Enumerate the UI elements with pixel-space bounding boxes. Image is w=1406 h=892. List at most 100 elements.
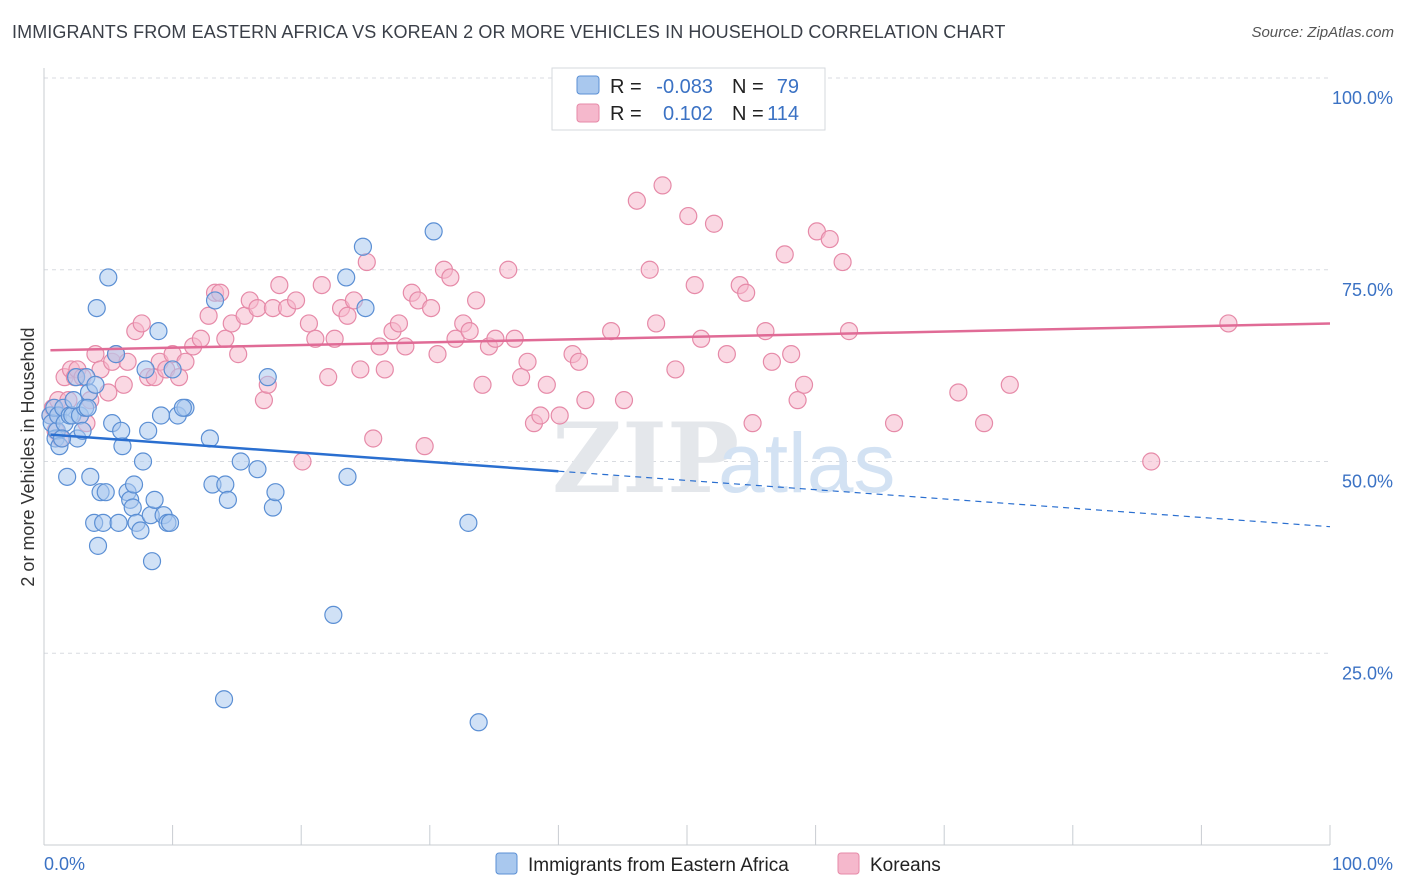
korean-point-99: [717, 345, 736, 364]
eastern-africa-point-34: [124, 475, 144, 494]
korean-point-94: [666, 360, 685, 379]
korean-point-101: [737, 283, 756, 302]
x-tick-labels: 0.0% 100.0%: [44, 854, 1393, 874]
eastern-africa-point-48: [163, 360, 182, 379]
legend-r-value-2: 0.102: [663, 103, 713, 125]
eastern-africa-point-71: [64, 391, 83, 410]
legend-box: R = -0.083 N = 79 R = 0.102 N = 114: [551, 67, 826, 131]
korean-point-59: [375, 360, 394, 379]
korean-point-48: [306, 329, 325, 348]
eastern-africa-point-59: [258, 368, 277, 387]
korean-point-87: [576, 391, 595, 410]
eastern-africa-point-60: [263, 498, 283, 517]
legend-n-value-1: 79: [777, 76, 799, 98]
korean-point-67: [428, 345, 447, 364]
source-label: Source: ZipAtlas.com: [1251, 24, 1394, 41]
korean-point-113: [884, 414, 904, 433]
korean-point-66: [421, 299, 441, 318]
korean-point-89: [614, 391, 634, 410]
korean-point-91: [640, 260, 659, 279]
korean-point-114: [949, 383, 968, 402]
x-tick-label-0: 0.0%: [44, 854, 85, 874]
eastern-africa-point-21: [87, 299, 106, 318]
korean-point-95: [679, 206, 698, 226]
korean-point-69: [441, 268, 460, 287]
watermark-atlas: atlas: [718, 416, 895, 510]
korean-point-53: [338, 306, 357, 325]
trend-lines: [50, 322, 1331, 528]
eastern-africa-point-33: [123, 498, 142, 517]
y-tick-label-3: 100.0%: [1332, 88, 1393, 108]
korean-point-97: [692, 329, 711, 348]
bottom-legend: Immigrants from Eastern Africa Koreans: [495, 852, 941, 876]
eastern-africa-point-57: [231, 452, 250, 471]
legend-r-value-1: -0.083: [656, 76, 713, 98]
korean-point-73: [466, 291, 486, 310]
korean-point-112: [839, 322, 859, 341]
legend-n-label-1: N =: [732, 76, 764, 98]
eastern-africa-point-25: [96, 483, 115, 502]
eastern-africa-point-26: [99, 268, 118, 287]
korean-point-46: [293, 452, 312, 471]
korean-point-92: [647, 314, 666, 333]
korean-point-74: [473, 375, 492, 394]
korean-point-40: [254, 391, 274, 410]
eastern-africa-point-58: [248, 460, 267, 479]
eastern-africa-point-55: [218, 490, 237, 509]
korean-point-78: [505, 329, 524, 348]
korean-point-36: [229, 345, 248, 364]
korean-point-83: [537, 375, 556, 394]
korean-point-80: [518, 352, 537, 371]
eastern-africa-point-70: [112, 421, 131, 440]
bottom-legend-swatch-pink: [837, 852, 860, 875]
y-tick-label-1: 50.0%: [1342, 472, 1393, 492]
korean-point-62: [396, 337, 415, 356]
chart-title: IMMIGRANTS FROM EASTERN AFRICA VS KOREAN…: [12, 22, 1006, 42]
korean-point-30: [191, 329, 210, 348]
eastern-africa-point-47: [160, 513, 180, 532]
korean-point-84: [550, 406, 569, 425]
watermark-zip: ZIP: [552, 402, 739, 515]
korean-point-117: [1142, 452, 1161, 471]
eastern-africa-point-67: [424, 222, 443, 241]
korean-point-49: [312, 275, 331, 295]
eastern-africa-point-73: [173, 398, 192, 417]
eastern-africa-point-39: [139, 421, 158, 440]
eastern-africa-point-29: [109, 513, 128, 532]
legend-n-value-2: 114: [767, 103, 799, 125]
legend-n-label-2: N =: [732, 103, 764, 125]
eastern-africa-point-19: [81, 467, 100, 486]
korean-point-96: [685, 275, 704, 295]
korean-point-57: [364, 429, 383, 448]
legend-swatch-pink: [576, 103, 600, 123]
korean-point-105: [775, 245, 794, 264]
korean-point-21: [132, 314, 151, 333]
korean-point-102: [743, 414, 762, 433]
axes: [43, 68, 1331, 846]
korean-point-79: [512, 368, 531, 387]
korean-point-93: [653, 176, 672, 195]
korean-point-111: [833, 252, 852, 272]
korean-point-61: [389, 314, 409, 333]
eastern-africa-point-42: [145, 490, 164, 509]
korean-point-115: [974, 414, 994, 433]
legend-r-label-2: R =: [610, 103, 642, 125]
eastern-africa-point-15: [73, 421, 92, 440]
eastern-africa-point-54: [216, 475, 235, 494]
korean-point-58: [370, 337, 389, 356]
korean-point-50: [319, 368, 338, 387]
watermark: ZIP atlas: [552, 402, 895, 515]
korean-point-39: [248, 299, 267, 318]
korean-point-98: [704, 214, 724, 233]
koreans-points: [41, 176, 1238, 471]
eastern-africa-point-22: [88, 536, 108, 555]
eastern-africa-point-38: [136, 360, 155, 379]
legend-r-label-1: R =: [610, 76, 642, 98]
eastern-africa-point-75: [78, 398, 97, 417]
y-tick-label-2: 75.0%: [1342, 280, 1393, 300]
eastern-africa-point-43: [149, 322, 168, 341]
korean-point-103: [756, 322, 775, 341]
bottom-legend-label-1: Immigrants from Eastern Africa: [528, 855, 789, 876]
korean-point-88: [602, 322, 621, 341]
korean-point-72: [460, 322, 479, 341]
